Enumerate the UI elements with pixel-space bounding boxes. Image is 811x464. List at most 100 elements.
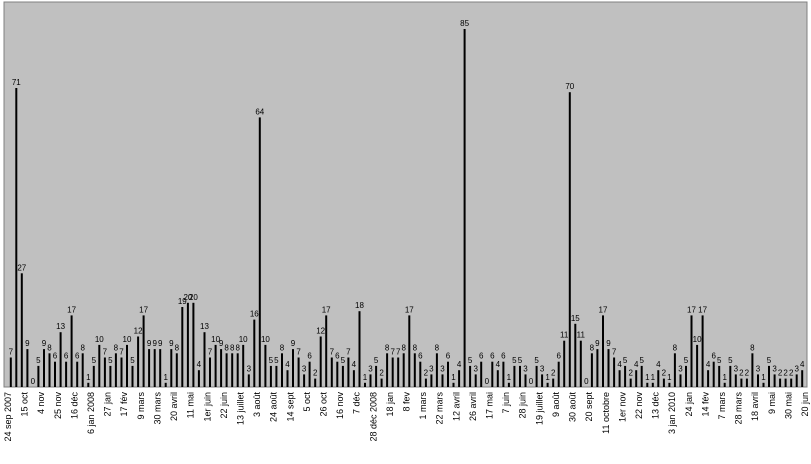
bar-value-label: 10 [693, 335, 702, 344]
bar [734, 374, 737, 387]
bar-value-label: 7 [330, 348, 335, 357]
bar [646, 382, 649, 387]
bar [192, 302, 195, 387]
bar [114, 353, 117, 387]
bar [519, 365, 521, 387]
bar-value-label: 2 [783, 369, 788, 378]
bar [557, 361, 560, 387]
bar [640, 365, 643, 387]
bar [496, 370, 499, 387]
bar [795, 374, 798, 387]
x-tick-label: 17 mai [485, 392, 495, 419]
bar [197, 370, 200, 387]
bar-value-label: 4 [800, 360, 805, 369]
bar [635, 370, 638, 387]
bar-value-label: 17 [139, 305, 148, 314]
bar [103, 357, 106, 387]
bar [624, 365, 627, 387]
x-tick-label: 9 mai [767, 392, 777, 414]
bar [402, 353, 405, 387]
bar [330, 357, 333, 387]
bar [76, 361, 79, 387]
bar [153, 349, 156, 387]
bar-value-label: 10 [239, 335, 248, 344]
bar-value-label: 2 [789, 369, 794, 378]
bar [507, 382, 510, 387]
bar [491, 361, 494, 387]
x-tick-label: 20 sept [584, 392, 594, 422]
bar-value-label: 1 [86, 373, 91, 382]
x-tick-label: 22 mars [435, 392, 445, 425]
bar [773, 374, 776, 387]
bar-value-label: 17 [599, 305, 608, 314]
bar [696, 344, 699, 387]
bar-value-label: 8 [435, 343, 440, 352]
bar [54, 361, 56, 387]
bar [424, 378, 427, 387]
bar-value-label: 6 [479, 352, 484, 361]
bar [701, 315, 704, 387]
bar [314, 378, 317, 387]
bar-value-label: 2 [551, 369, 556, 378]
x-tick-label: 14 sept [285, 392, 295, 422]
bar [253, 319, 256, 387]
bar-value-label: 8 [80, 343, 85, 352]
x-tick-label: 24 août [269, 392, 279, 423]
bar-value-label: 3 [734, 364, 739, 373]
bar [336, 361, 339, 387]
bar [37, 365, 40, 387]
x-tick-label: 9 août [551, 392, 561, 418]
bar [579, 340, 582, 387]
bar [214, 344, 217, 387]
x-tick-label: 6 jan 2008 [86, 392, 96, 434]
bar-value-label: 5 [468, 356, 473, 365]
bar-value-label: 18 [355, 301, 364, 310]
bar [435, 353, 438, 387]
bar [20, 273, 23, 387]
bar [629, 378, 632, 387]
bar [286, 370, 289, 387]
bar-value-label: 17 [405, 305, 414, 314]
bar [679, 374, 682, 387]
x-tick-label: 7 mars [717, 392, 727, 420]
bar [70, 315, 73, 387]
bar-value-label: 71 [12, 78, 21, 87]
bar [220, 349, 223, 387]
bar [469, 365, 472, 387]
x-tick-label: 20 jun [800, 392, 810, 417]
bar-value-label: 1 [363, 373, 368, 382]
bar [65, 361, 68, 387]
bar-value-label: 5 [92, 356, 97, 365]
x-tick-label: 28 mars [734, 392, 744, 425]
bar [81, 353, 84, 387]
x-tick-label: 28 déc 2008 [368, 392, 378, 442]
bar [98, 344, 101, 387]
bar-value-label: 5 [684, 356, 689, 365]
x-tick-label: 17 fév [119, 392, 129, 417]
bar-value-label: 7 [103, 348, 108, 357]
bar-value-label: 12 [134, 327, 143, 336]
bar [92, 365, 95, 387]
bar-value-label: 9 [595, 339, 600, 348]
x-tick-label: 1 mars [418, 392, 428, 420]
bar-value-label: 3 [756, 364, 761, 373]
bar-value-label: 5 [717, 356, 722, 365]
x-tick-label: 1er nov [617, 392, 627, 423]
x-tick-label: 18 avril [750, 392, 760, 421]
x-tick-label: 15 oct [20, 392, 30, 417]
bar-value-label: 8 [750, 343, 755, 352]
bar-value-label: 5 [108, 356, 113, 365]
bar [452, 382, 455, 387]
bar [380, 378, 383, 387]
bar-value-label: 20 [183, 293, 192, 302]
bar [458, 370, 461, 387]
bar-value-label: 6 [53, 352, 58, 361]
bar [729, 365, 732, 387]
bar [607, 349, 610, 387]
bar [751, 353, 754, 387]
bar-value-label: 4 [634, 360, 639, 369]
bar-value-label: 1 [722, 373, 727, 382]
bar [126, 344, 128, 387]
x-tick-label: 3 août [252, 392, 262, 418]
bar [386, 353, 389, 387]
